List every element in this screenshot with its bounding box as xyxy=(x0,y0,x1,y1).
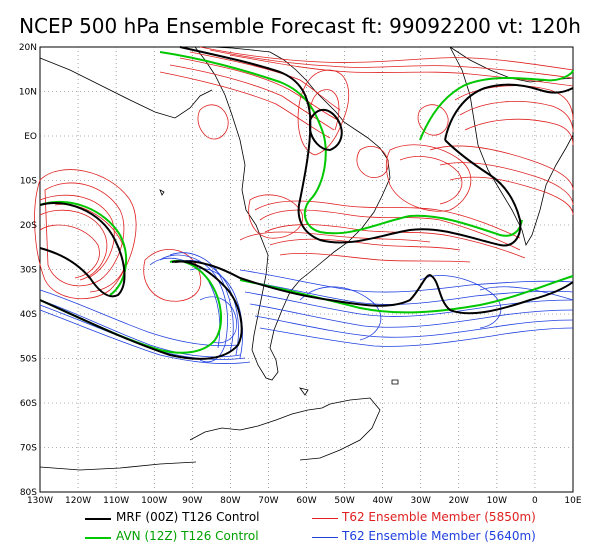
legend-label-blue: T62 Ensemble Member (5640m) xyxy=(342,529,536,543)
legend-line-red xyxy=(312,518,338,519)
latitude-label: 70S xyxy=(20,444,37,454)
longitude-label: 120W xyxy=(65,496,91,506)
longitude-label: 70W xyxy=(258,496,278,506)
legend-label-red: T62 Ensemble Member (5850m) xyxy=(342,510,536,524)
latitude-label: 80S xyxy=(20,488,37,498)
mrf-control-contours xyxy=(39,46,574,360)
longitude-label: 110W xyxy=(103,496,129,506)
map-grid xyxy=(40,47,573,492)
longitude-label: 10E xyxy=(564,496,581,506)
legend-line-avn xyxy=(85,537,111,539)
longitude-label: 0 xyxy=(532,496,538,506)
latitude-label: 10S xyxy=(20,177,37,187)
legend-label-mrf: MRF (00Z) T126 Control xyxy=(116,510,260,524)
latitude-label: 10N xyxy=(19,88,37,98)
longitude-label: 10W xyxy=(487,496,507,506)
latitude-label: 30S xyxy=(20,266,37,276)
map-frame xyxy=(39,46,574,493)
longitude-label: 40W xyxy=(372,496,392,506)
latitude-label: 20N xyxy=(19,43,37,53)
legend-line-blue xyxy=(312,537,338,538)
longitude-label: 50W xyxy=(334,496,354,506)
longitude-label: 80W xyxy=(220,496,240,506)
longitude-label: 130W xyxy=(27,496,53,506)
longitude-label: 20W xyxy=(449,496,469,506)
latitude-label: 20S xyxy=(20,221,37,231)
longitude-label: 30W xyxy=(411,496,431,506)
latitude-label: 60S xyxy=(20,399,37,409)
page-title: NCEP 500 hPa Ensemble Forecast ft: 99092… xyxy=(19,14,581,38)
longitude-label: 100W xyxy=(141,496,167,506)
longitude-label: 90W xyxy=(182,496,202,506)
legend-label-avn: AVN (12Z) T126 Control xyxy=(116,529,259,543)
longitude-label: 60W xyxy=(296,496,316,506)
latitude-label: 40S xyxy=(20,310,37,320)
legend-line-mrf xyxy=(85,518,111,520)
latitude-label: 50S xyxy=(20,355,37,365)
latitude-label: EO xyxy=(24,132,37,142)
legend: MRF (00Z) T126 Control AVN (12Z) T126 Co… xyxy=(0,510,600,560)
